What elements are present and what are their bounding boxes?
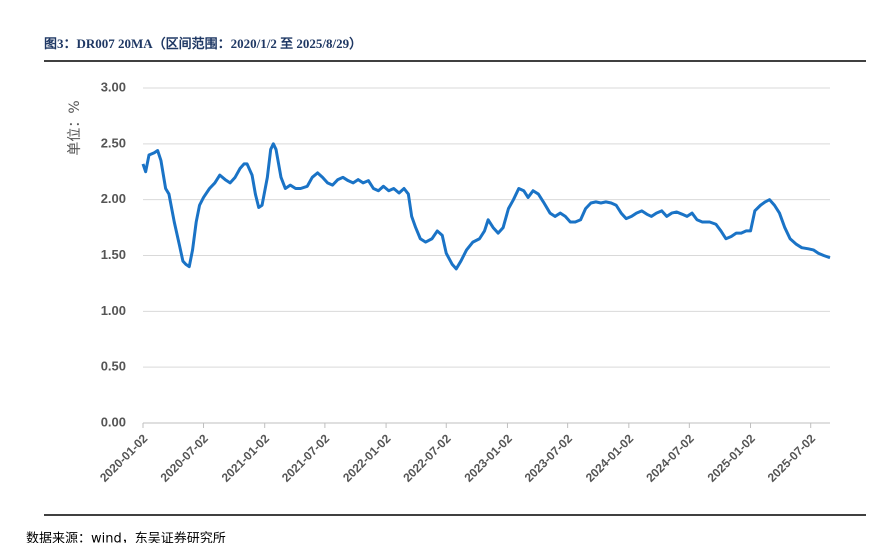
- chart-title: 图3：DR007 20MA（区间范围：2020/1/2 至 2025/8/29）: [44, 36, 362, 51]
- x-tick-label: 2022-01-02: [340, 431, 394, 485]
- data-line: [141, 142, 831, 271]
- x-tick-label: 2021-07-02: [279, 431, 333, 485]
- x-tick-label: 2023-01-02: [462, 431, 516, 485]
- y-tick-label: 1.00: [101, 303, 126, 318]
- x-tick-label: 2025-01-02: [705, 431, 759, 485]
- x-tick-label: 2020-07-02: [158, 431, 212, 485]
- y-tick-label: 0.50: [101, 359, 126, 374]
- x-tick-label: 2020-01-02: [97, 431, 151, 485]
- source-note: 数据来源：wind，东吴证券研究所: [26, 531, 226, 543]
- x-tick-label: 2022-07-02: [400, 431, 454, 485]
- x-tick-label: 2021-01-02: [219, 431, 273, 485]
- y-tick-label: 0.00: [101, 414, 126, 429]
- y-tick-label: 2.00: [101, 191, 126, 206]
- y-tick-label: 2.50: [101, 135, 126, 150]
- y-axis-label: 单位：%: [67, 100, 83, 155]
- y-tick-label: 1.50: [101, 247, 126, 262]
- x-tick-label: 2025-07-02: [765, 431, 819, 485]
- x-tick-label: 2023-07-02: [522, 431, 576, 485]
- y-tick-label: 3.00: [101, 79, 126, 94]
- x-tick-label: 2024-01-02: [583, 431, 637, 485]
- x-tick-label: 2024-07-02: [643, 431, 697, 485]
